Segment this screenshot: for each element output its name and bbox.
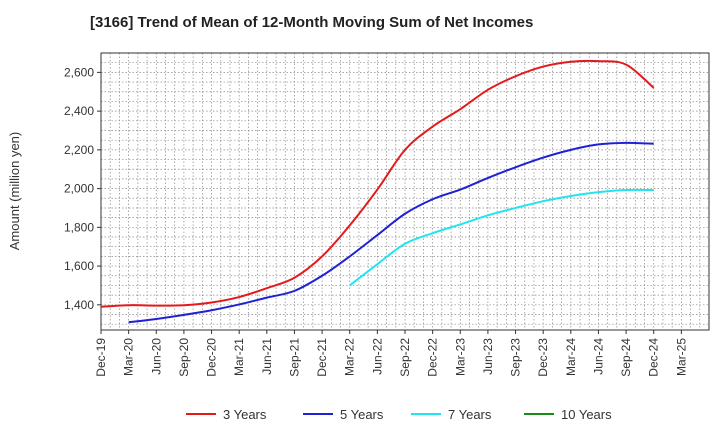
x-tick-label: Jun-20 [149, 338, 163, 375]
chart-title: [3166] Trend of Mean of 12-Month Moving … [90, 14, 534, 31]
y-axis-label: Amount (million yen) [7, 132, 22, 251]
x-tick-label: Jun-22 [370, 338, 384, 375]
y-tick-label: 2,400 [64, 104, 94, 118]
x-tick-label: Mar-21 [232, 338, 246, 376]
x-tick-label: Dec-21 [315, 338, 329, 377]
x-tick-label: Mar-20 [122, 338, 136, 376]
x-tick-label: Mar-23 [453, 338, 467, 376]
legend-label-5-years: 5 Years [340, 407, 384, 422]
x-tick-label: Mar-22 [343, 338, 357, 376]
x-tick-label: Dec-23 [536, 338, 550, 377]
x-tick-label: Sep-24 [619, 338, 633, 377]
y-axis-ticks: 1,400 1,600 1,800 2,000 2,200 2,400 2,600 [64, 65, 101, 312]
series-line-5-years [128, 141, 654, 324]
series-line-3-years [100, 59, 655, 308]
series-lines [100, 59, 655, 324]
x-tick-label: Dec-19 [94, 338, 108, 377]
y-tick-label: 2,600 [64, 65, 94, 79]
x-tick-label: Mar-25 [674, 338, 688, 376]
x-tick-label: Jun-21 [260, 338, 274, 375]
y-tick-label: 2,000 [64, 182, 94, 196]
grid-lines [101, 53, 709, 330]
y-tick-label: 2,200 [64, 143, 94, 157]
legend: 3 Years 5 Years 7 Years 10 Years [186, 407, 612, 422]
y-tick-label: 1,600 [64, 259, 94, 273]
x-tick-label: Sep-20 [177, 338, 191, 377]
x-tick-label: Sep-21 [287, 338, 301, 377]
x-tick-label: Dec-24 [647, 338, 661, 377]
x-tick-label: Dec-22 [426, 338, 440, 377]
x-tick-label: Jun-23 [481, 338, 495, 375]
x-tick-label: Mar-24 [564, 338, 578, 376]
y-tick-label: 1,800 [64, 220, 94, 234]
y-tick-label: 1,400 [64, 298, 94, 312]
x-tick-label: Sep-22 [398, 338, 412, 377]
x-axis-ticks: Dec-19 Mar-20 Jun-20 Sep-20 Dec-20 Mar-21 Jun-… [94, 330, 688, 377]
legend-label-10-years: 10 Years [561, 407, 612, 422]
x-tick-label: Jun-24 [591, 338, 605, 375]
x-tick-label: Sep-23 [509, 338, 523, 377]
x-tick-label: Dec-20 [205, 338, 219, 377]
series-line-7-years [349, 188, 654, 287]
legend-label-7-years: 7 Years [448, 407, 492, 422]
legend-label-3-years: 3 Years [223, 407, 267, 422]
